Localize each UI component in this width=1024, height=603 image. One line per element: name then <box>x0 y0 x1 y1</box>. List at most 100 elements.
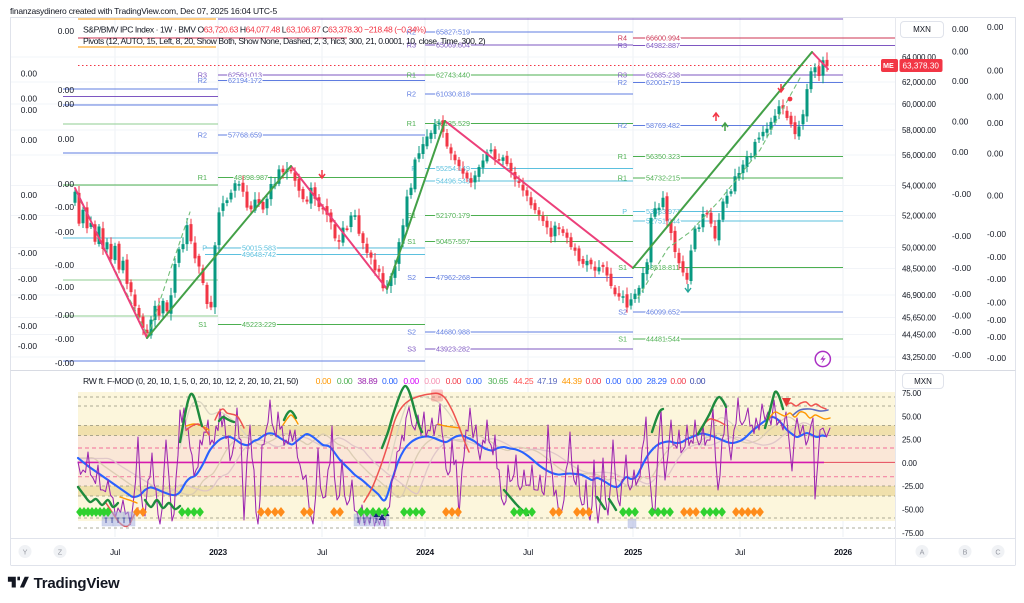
svg-text:R2: R2 <box>407 28 416 37</box>
svg-text:46099.652: 46099.652 <box>646 308 680 317</box>
svg-text:R2: R2 <box>618 78 627 87</box>
svg-text:0.00: 0.00 <box>952 24 969 34</box>
svg-text:-0.00: -0.00 <box>987 332 1006 342</box>
svg-text:C: C <box>995 547 1000 556</box>
svg-text:S&P/BMV IPC Index · 1W · BMV O: S&P/BMV IPC Index · 1W · BMV O63,720.63 … <box>83 25 426 35</box>
svg-text:0.00: 0.00 <box>902 459 918 468</box>
svg-text:48,500.00: 48,500.00 <box>902 265 937 274</box>
svg-text:50457.557: 50457.557 <box>436 237 470 246</box>
svg-text:R1: R1 <box>618 174 627 183</box>
svg-text:0.00: 0.00 <box>21 69 38 79</box>
svg-text:2024: 2024 <box>416 547 434 557</box>
svg-text:-0.00: -0.00 <box>952 310 971 320</box>
svg-text:R1: R1 <box>407 71 416 80</box>
svg-text:Jul: Jul <box>317 547 327 557</box>
svg-text:R1: R1 <box>198 173 207 182</box>
svg-text:-0.00: -0.00 <box>952 327 971 337</box>
svg-text:ME: ME <box>883 61 894 70</box>
svg-text:S1: S1 <box>407 237 416 246</box>
svg-text:56350.323: 56350.323 <box>646 152 680 161</box>
svg-text:2023: 2023 <box>209 547 227 557</box>
svg-text:65827.519: 65827.519 <box>436 28 470 37</box>
svg-text:58,000.00: 58,000.00 <box>902 126 937 135</box>
svg-text:0.00: 0.00 <box>987 22 1004 32</box>
svg-text:S1: S1 <box>618 263 627 272</box>
svg-text:43,250.00: 43,250.00 <box>902 353 937 362</box>
svg-text:55254.149: 55254.149 <box>436 164 470 173</box>
svg-text:-0.00: -0.00 <box>952 189 971 199</box>
svg-text:MXN: MXN <box>914 377 932 386</box>
svg-text:RW ft. F-MOD (0, 20, 10, 1, 5,: RW ft. F-MOD (0, 20, 10, 1, 5, 0, 20, 10… <box>83 376 706 386</box>
svg-text:0.00: 0.00 <box>58 179 75 189</box>
svg-text:-0.00: -0.00 <box>987 252 1006 262</box>
svg-text:-0.00: -0.00 <box>952 289 971 299</box>
svg-text:Y: Y <box>23 547 28 556</box>
svg-text:-0.00: -0.00 <box>55 227 74 237</box>
svg-text:-0.00: -0.00 <box>987 353 1006 363</box>
svg-text:R3: R3 <box>618 41 627 50</box>
svg-text:-0.00: -0.00 <box>55 260 74 270</box>
svg-text:0.00: 0.00 <box>987 92 1004 102</box>
svg-text:R3: R3 <box>407 41 416 50</box>
svg-text:R3: R3 <box>198 71 207 80</box>
svg-text:R2: R2 <box>618 121 627 130</box>
svg-text:48898.987: 48898.987 <box>234 173 268 182</box>
svg-text:-0.00: -0.00 <box>987 298 1006 308</box>
svg-text:62685.238: 62685.238 <box>646 71 680 80</box>
svg-text:50.00: 50.00 <box>902 412 922 421</box>
svg-text:58135.529: 58135.529 <box>436 119 470 128</box>
svg-text:52,000.00: 52,000.00 <box>902 212 937 221</box>
svg-text:46,900.00: 46,900.00 <box>902 291 937 300</box>
svg-text:-0.00: -0.00 <box>55 202 74 212</box>
svg-text:62194.172: 62194.172 <box>228 76 262 85</box>
svg-text:R1: R1 <box>618 152 627 161</box>
svg-text:54732.215: 54732.215 <box>646 174 680 183</box>
svg-text:52751.044: 52751.044 <box>646 217 680 226</box>
svg-text:65069.804: 65069.804 <box>436 41 470 50</box>
svg-text:0.00: 0.00 <box>21 93 38 103</box>
svg-text:0.00: 0.00 <box>58 85 75 95</box>
svg-text:S2: S2 <box>407 328 416 337</box>
svg-text:66600.994: 66600.994 <box>646 34 680 43</box>
svg-text:62001.719: 62001.719 <box>646 78 680 87</box>
svg-text:64,000.00: 64,000.00 <box>902 53 937 62</box>
svg-text:-0.00: -0.00 <box>18 341 37 351</box>
svg-text:R2: R2 <box>198 76 207 85</box>
svg-text:MXN: MXN <box>913 25 931 34</box>
svg-text:A: A <box>920 547 925 556</box>
svg-text:-0.00: -0.00 <box>55 282 74 292</box>
svg-text:60,000.00: 60,000.00 <box>902 100 937 109</box>
svg-text:R2: R2 <box>198 131 207 140</box>
svg-text:63,378.30: 63,378.30 <box>903 62 940 71</box>
svg-text:-25.00: -25.00 <box>902 482 924 491</box>
svg-text:Pivots (12, AUTO, 15, Left, 8,: Pivots (12, AUTO, 15, Left, 8, 20, Show … <box>83 36 486 46</box>
svg-text:Jul: Jul <box>110 547 120 557</box>
svg-text:S1: S1 <box>618 335 627 344</box>
svg-text:B: B <box>963 547 968 556</box>
svg-text:R1: R1 <box>407 119 416 128</box>
svg-text:58769.482: 58769.482 <box>646 121 680 130</box>
svg-text:-0.00: -0.00 <box>952 350 971 360</box>
svg-text:P: P <box>622 207 627 216</box>
svg-text:-0.00: -0.00 <box>952 263 971 273</box>
svg-text:0.00: 0.00 <box>987 66 1004 76</box>
svg-text:2026: 2026 <box>834 547 852 557</box>
svg-text:64982.887: 64982.887 <box>646 41 680 50</box>
svg-text:-0.00: -0.00 <box>55 310 74 320</box>
svg-text:45223.229: 45223.229 <box>242 320 276 329</box>
svg-text:43923.282: 43923.282 <box>436 345 470 354</box>
svg-text:47962.268: 47962.268 <box>436 273 470 282</box>
svg-text:0.00: 0.00 <box>21 105 38 115</box>
svg-text:-0.00: -0.00 <box>18 274 37 284</box>
svg-text:-0.00: -0.00 <box>55 358 74 368</box>
svg-text:-75.00: -75.00 <box>902 529 924 538</box>
svg-text:44680.988: 44680.988 <box>436 328 470 337</box>
svg-text:0.00: 0.00 <box>21 135 38 145</box>
svg-text:62,000.00: 62,000.00 <box>902 78 937 87</box>
svg-text:44481.544: 44481.544 <box>646 335 680 344</box>
svg-text:75.00: 75.00 <box>902 389 922 398</box>
svg-text:0.00: 0.00 <box>952 76 969 86</box>
svg-text:62743.440: 62743.440 <box>436 71 470 80</box>
svg-text:Jul: Jul <box>523 547 533 557</box>
svg-text:-0.00: -0.00 <box>18 292 37 302</box>
